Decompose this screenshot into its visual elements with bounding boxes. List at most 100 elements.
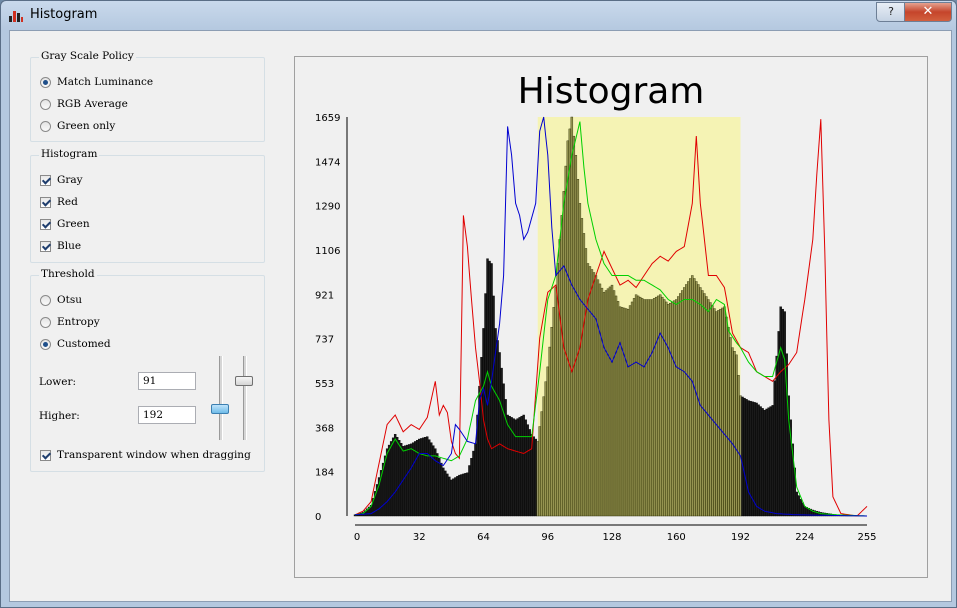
gray-bar [448, 476, 451, 517]
gray-bar [797, 495, 800, 517]
gray-bar [550, 327, 553, 517]
radio-entropy[interactable]: Entropy [40, 314, 100, 330]
gray-bar [524, 419, 527, 517]
gray-bar [446, 473, 449, 517]
gray-bar [733, 351, 736, 517]
checkbox-transparent-window[interactable]: Transparent window when dragging [40, 447, 251, 463]
gray-bar [552, 307, 555, 517]
checkbox-indicator[interactable] [40, 449, 51, 461]
gray-bar [681, 290, 684, 517]
gray-bar [801, 502, 804, 517]
gray-bar [667, 304, 670, 517]
gray-bar [737, 375, 740, 517]
lower-input[interactable]: 91 [138, 372, 196, 390]
gray-scale-policy-group: Gray Scale Policy Match Luminance RGB Av… [30, 50, 265, 142]
gray-bar [656, 295, 660, 517]
checkbox-red[interactable]: Red [40, 194, 78, 210]
gray-bar [464, 473, 467, 517]
checkbox-indicator[interactable] [40, 196, 51, 208]
gray-bar [484, 293, 487, 517]
gray-scale-policy-title: Gray Scale Policy [39, 50, 136, 62]
client-area: Gray Scale Policy Match Luminance RGB Av… [9, 30, 952, 602]
checkbox-blue[interactable]: Blue [40, 238, 81, 254]
gray-bar [648, 299, 652, 517]
gray-bar [387, 444, 391, 517]
higher-slider-track[interactable] [243, 356, 247, 440]
gray-bar [596, 279, 600, 517]
radio-otsu[interactable]: Otsu [40, 292, 82, 308]
x-tick-label: 160 [667, 532, 686, 543]
gray-bar [638, 296, 642, 517]
option-label: Otsu [57, 294, 82, 306]
checkbox-indicator[interactable] [40, 240, 51, 252]
checkbox-gray[interactable]: Gray [40, 172, 83, 188]
radio-indicator[interactable] [40, 338, 51, 350]
gray-bar [606, 288, 610, 517]
blue-series-line [354, 116, 867, 517]
checkbox-indicator[interactable] [40, 174, 51, 186]
gray-bar [576, 179, 580, 517]
x-tick-label: 0 [354, 532, 360, 543]
option-label: Transparent window when dragging [57, 449, 251, 461]
gray-bar [385, 448, 389, 517]
radio-match-luminance[interactable]: Match Luminance [40, 74, 153, 90]
gray-bar [632, 298, 636, 517]
radio-indicator[interactable] [40, 120, 51, 132]
gray-bar [679, 293, 682, 517]
gray-bar [598, 283, 602, 517]
gray-bar [496, 340, 499, 517]
gray-bar [636, 295, 640, 517]
higher-input[interactable]: 192 [138, 406, 196, 424]
title-bar[interactable]: Histogram ? ✕ [1, 1, 956, 29]
gray-bar [703, 293, 706, 517]
histogram-app-icon [9, 11, 23, 22]
lower-slider-track[interactable] [219, 356, 223, 440]
gray-bar [508, 415, 511, 517]
gray-bar [614, 295, 618, 517]
gray-bar [767, 407, 770, 517]
radio-customed[interactable]: Customed [40, 336, 111, 352]
y-tick-label: 737 [315, 335, 334, 346]
gray-bar [640, 298, 644, 517]
gray-bar [399, 443, 403, 517]
gray-bar [687, 281, 690, 517]
gray-bar [677, 296, 680, 517]
gray-bar [452, 478, 455, 517]
gray-bar [719, 308, 722, 517]
checkbox-green[interactable]: Green [40, 216, 90, 232]
close-button[interactable]: ✕ [904, 2, 952, 22]
gray-bar [562, 191, 566, 517]
gray-bar [588, 266, 592, 517]
help-button[interactable]: ? [876, 2, 906, 22]
x-tick-label: 224 [795, 532, 814, 543]
y-tick-label: 1290 [315, 202, 340, 213]
gray-bar [711, 305, 714, 517]
lower-slider-handle[interactable] [211, 404, 229, 414]
gray-bar [689, 278, 692, 517]
gray-bar [424, 437, 427, 517]
radio-indicator[interactable] [40, 316, 51, 328]
gray-bar [683, 287, 686, 517]
gray-bar [572, 135, 576, 517]
gray-bar [540, 411, 543, 517]
gray-bar [654, 296, 658, 517]
gray-bar [618, 306, 622, 517]
gray-bar [580, 218, 584, 517]
higher-slider-handle[interactable] [235, 376, 253, 386]
radio-indicator[interactable] [40, 98, 51, 110]
radio-indicator[interactable] [40, 76, 51, 88]
gray-bar [412, 442, 415, 517]
gray-bar [558, 239, 561, 517]
gray-bar [779, 306, 782, 517]
gray-bar [466, 472, 469, 517]
lower-label: Lower: [39, 376, 77, 388]
radio-green-only[interactable]: Green only [40, 118, 115, 134]
gray-bar [574, 155, 578, 517]
gray-bar [783, 311, 786, 517]
radio-indicator[interactable] [40, 294, 51, 306]
checkbox-indicator[interactable] [40, 218, 51, 230]
gray-bar [610, 284, 614, 517]
gray-bar [544, 381, 547, 517]
radio-rgb-average[interactable]: RGB Average [40, 96, 128, 112]
